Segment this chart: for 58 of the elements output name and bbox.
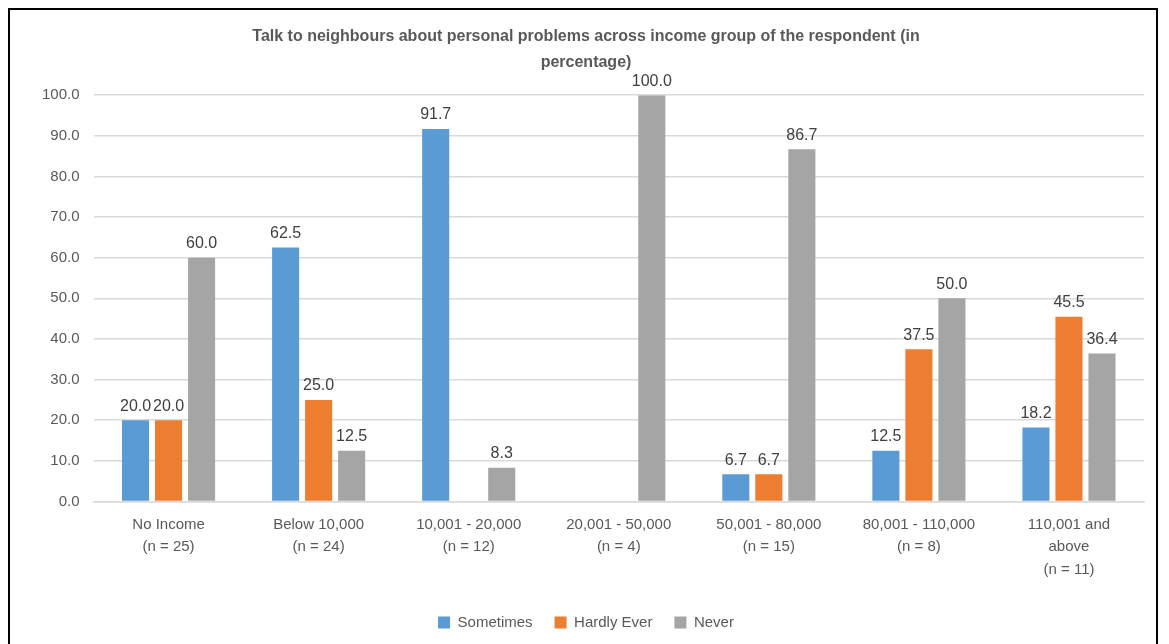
y-tick-label: 100.0 <box>41 85 80 103</box>
legend-label: Hardly Ever <box>574 612 653 630</box>
data-label: 36.4 <box>1086 330 1118 348</box>
bar <box>638 95 666 501</box>
bar <box>305 399 333 501</box>
x-tick-label: 110,001 and above (n = 11) <box>1027 514 1111 577</box>
y-tick-label: 20.0 <box>50 410 80 428</box>
y-tick-label: 40.0 <box>50 329 80 347</box>
x-tick-label: 20,001 - 50,000 (n = 4) <box>566 514 672 555</box>
data-label: 18.2 <box>1020 403 1052 421</box>
bar <box>755 474 783 501</box>
data-label: 62.5 <box>270 223 302 241</box>
x-tick-label: No Income (n = 25) <box>132 514 205 555</box>
data-label: 6.7 <box>724 450 748 468</box>
data-label: 50.0 <box>936 274 968 292</box>
chart-title: Talk to neighbours about personal problems across income group of the respondent (in percentage) <box>252 27 920 70</box>
bar <box>938 298 966 501</box>
bar <box>122 420 150 501</box>
bar <box>422 128 450 501</box>
bar <box>488 467 516 501</box>
data-label: 12.5 <box>336 427 368 445</box>
data-label: 37.5 <box>903 325 935 343</box>
bar <box>1055 316 1083 501</box>
bar <box>1088 353 1116 501</box>
y-tick-label: 10.0 <box>50 451 80 469</box>
bar <box>155 420 183 501</box>
data-label: 91.7 <box>420 105 452 123</box>
y-tick-label: 0.0 <box>58 491 80 509</box>
legend-label: Sometimes <box>457 612 533 630</box>
data-label: 8.3 <box>490 444 513 462</box>
x-tick-label: 80,001 - 110,000 (n = 8) <box>862 514 976 555</box>
y-tick-label: 70.0 <box>50 207 80 225</box>
x-tick-label: Below 10,000 (n = 24) <box>273 514 365 555</box>
data-label: 86.7 <box>786 125 818 143</box>
y-tick-label: 90.0 <box>50 125 80 143</box>
x-tick-label: 50,001 - 80,000 (n = 15) <box>716 514 822 555</box>
bar <box>722 474 750 501</box>
y-tick-label: 60.0 <box>50 247 80 265</box>
data-label: 20.0 <box>153 396 185 414</box>
legend-label: Never <box>693 612 734 630</box>
data-label: 6.7 <box>757 450 781 468</box>
data-label: 60.0 <box>186 234 218 252</box>
bar <box>188 257 216 501</box>
bar <box>905 349 933 501</box>
data-label: 12.5 <box>870 427 902 445</box>
data-label: 20.0 <box>119 396 152 414</box>
data-label: 100.0 <box>631 71 672 89</box>
y-tick-label: 80.0 <box>50 166 80 184</box>
y-tick-label: 50.0 <box>50 288 80 306</box>
x-tick-label: 10,001 - 20,000 (n = 12) <box>416 514 522 555</box>
bar <box>272 247 300 501</box>
bar <box>788 149 816 501</box>
bar <box>872 450 900 501</box>
bar <box>1022 427 1050 501</box>
bar <box>338 450 366 501</box>
y-tick-label: 30.0 <box>50 369 80 387</box>
data-label: 25.0 <box>303 376 335 394</box>
data-label: 45.5 <box>1053 293 1085 311</box>
